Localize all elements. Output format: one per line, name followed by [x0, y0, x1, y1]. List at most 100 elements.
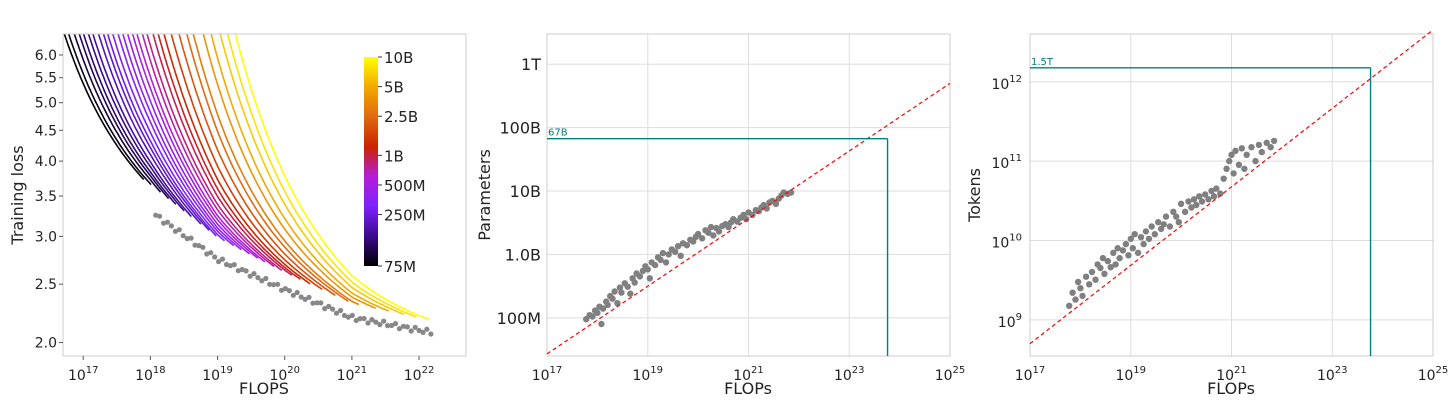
y-tick-labels: 100M 1.0B 10B 100B 1T [497, 55, 542, 328]
x-tick-label: 1025 [935, 365, 966, 384]
y-tick-label: 1011 [991, 153, 1022, 172]
envelope-point [164, 219, 171, 225]
envelope-point [337, 307, 344, 314]
y-tick-label: 5.0 [35, 96, 57, 112]
colorbar-label: 75M [384, 258, 416, 276]
data-point [1127, 235, 1135, 242]
loss-curve [87, 34, 185, 212]
x-tick-label: 1019 [1115, 365, 1146, 384]
data-point [604, 301, 611, 309]
data-point [1116, 254, 1123, 262]
envelope-point [263, 275, 269, 282]
envelope-point [377, 322, 383, 328]
x-tick-label: 1020 [269, 365, 300, 384]
grid-lines [1029, 34, 1434, 356]
data-point [1099, 254, 1107, 262]
data-point [672, 248, 679, 255]
y-axis-label: Training loss [8, 145, 27, 245]
x-tick-label-base: 10 [1115, 368, 1133, 384]
data-point [1230, 170, 1237, 177]
data-point [1140, 240, 1147, 248]
x-tick-label-exp: 18 [153, 365, 166, 376]
y-tick-label: 100B [499, 119, 541, 138]
data-point [1267, 144, 1274, 151]
loss-curves [63, 34, 430, 321]
y-tick-label-base: 10 [998, 315, 1016, 331]
envelope-point [259, 278, 265, 284]
colorbar-label: 5B [384, 79, 404, 97]
colorbar-labels: 10B 5B 2.5B 1B 500M 250M 75M [378, 49, 426, 276]
envelope-point [322, 306, 328, 312]
x-tick-label-exp: 23 [852, 365, 865, 376]
data-point [1155, 219, 1162, 226]
data-point [1210, 193, 1218, 200]
envelope-point [200, 244, 206, 250]
x-tick-label-exp: 17 [86, 365, 99, 376]
x-tick-label: 1022 [404, 365, 435, 384]
data-point [1208, 187, 1215, 195]
x-tick-label-base: 10 [269, 368, 287, 384]
x-tick-label: 1023 [834, 365, 865, 384]
x-tick-label-base: 10 [337, 368, 355, 384]
data-point [1104, 257, 1112, 265]
data-point [1213, 185, 1220, 192]
data-point [1217, 190, 1224, 197]
x-tick-label: 1017 [532, 365, 563, 384]
y-tick-label: 4.5 [35, 123, 57, 139]
x-tick-label: 1021 [733, 365, 764, 384]
envelope-point [373, 319, 379, 325]
envelope-point [341, 312, 347, 319]
x-tick-label-base: 10 [135, 368, 153, 384]
projection-label: 1.5T [1031, 57, 1054, 68]
projection-lines: 67B [547, 128, 889, 356]
y-tick-labels: 2.0 2.5 3.0 3.5 4.0 4.5 5.0 5.5 6.0 [35, 48, 63, 352]
data-point [683, 242, 691, 249]
envelope-point [239, 266, 245, 273]
parameters-chart: 67B 1017 1019 1021 1023 1025 100M1.0B10B100B… [475, 33, 966, 398]
y-tick-label: 5.5 [35, 71, 57, 87]
x-tick-label-base: 10 [935, 368, 953, 384]
x-tick-label-base: 10 [834, 368, 852, 384]
envelope-point [385, 323, 391, 329]
loss-curve [67, 34, 152, 186]
data-point [1086, 281, 1093, 288]
colorbar-label: 1B [384, 147, 404, 165]
loss-curve [163, 34, 311, 285]
envelope-point [255, 275, 261, 281]
data-point [1177, 200, 1185, 207]
envelope-point [184, 236, 190, 242]
loss-curve [157, 34, 301, 280]
loss-curve [219, 34, 405, 316]
y-tick-label: 109 [998, 312, 1022, 331]
data-point [694, 230, 702, 238]
loss-curve [131, 34, 259, 259]
data-point [1077, 285, 1084, 292]
data-point [646, 275, 653, 282]
data-point [662, 259, 670, 266]
envelope-point [318, 300, 324, 306]
envelope-point [243, 268, 249, 274]
envelope-point [176, 227, 182, 233]
envelope-point [381, 318, 387, 324]
envelope-point [333, 310, 340, 316]
data-point [705, 229, 712, 236]
envelope-point [223, 261, 230, 268]
envelope-point [306, 294, 312, 300]
x-tick-label-exp: 22 [422, 365, 435, 376]
x-tick-label-exp: 21 [751, 365, 764, 376]
data-point [1190, 196, 1198, 203]
y-tick-label: 2.0 [35, 336, 57, 352]
envelope-point [389, 322, 395, 329]
data-point [594, 309, 601, 316]
x-tick-label-base: 10 [202, 368, 220, 384]
loss-curve [210, 34, 389, 312]
envelope-point [196, 243, 202, 249]
projection-lines: 1.5T [1030, 57, 1372, 356]
x-tick-label-exp: 17 [550, 365, 563, 376]
loss-curve [186, 34, 349, 302]
data-point [609, 295, 616, 302]
envelope-point [361, 315, 367, 322]
colorbar-label: 250M [384, 207, 426, 225]
data-point [725, 223, 732, 231]
data-point [1092, 276, 1099, 283]
